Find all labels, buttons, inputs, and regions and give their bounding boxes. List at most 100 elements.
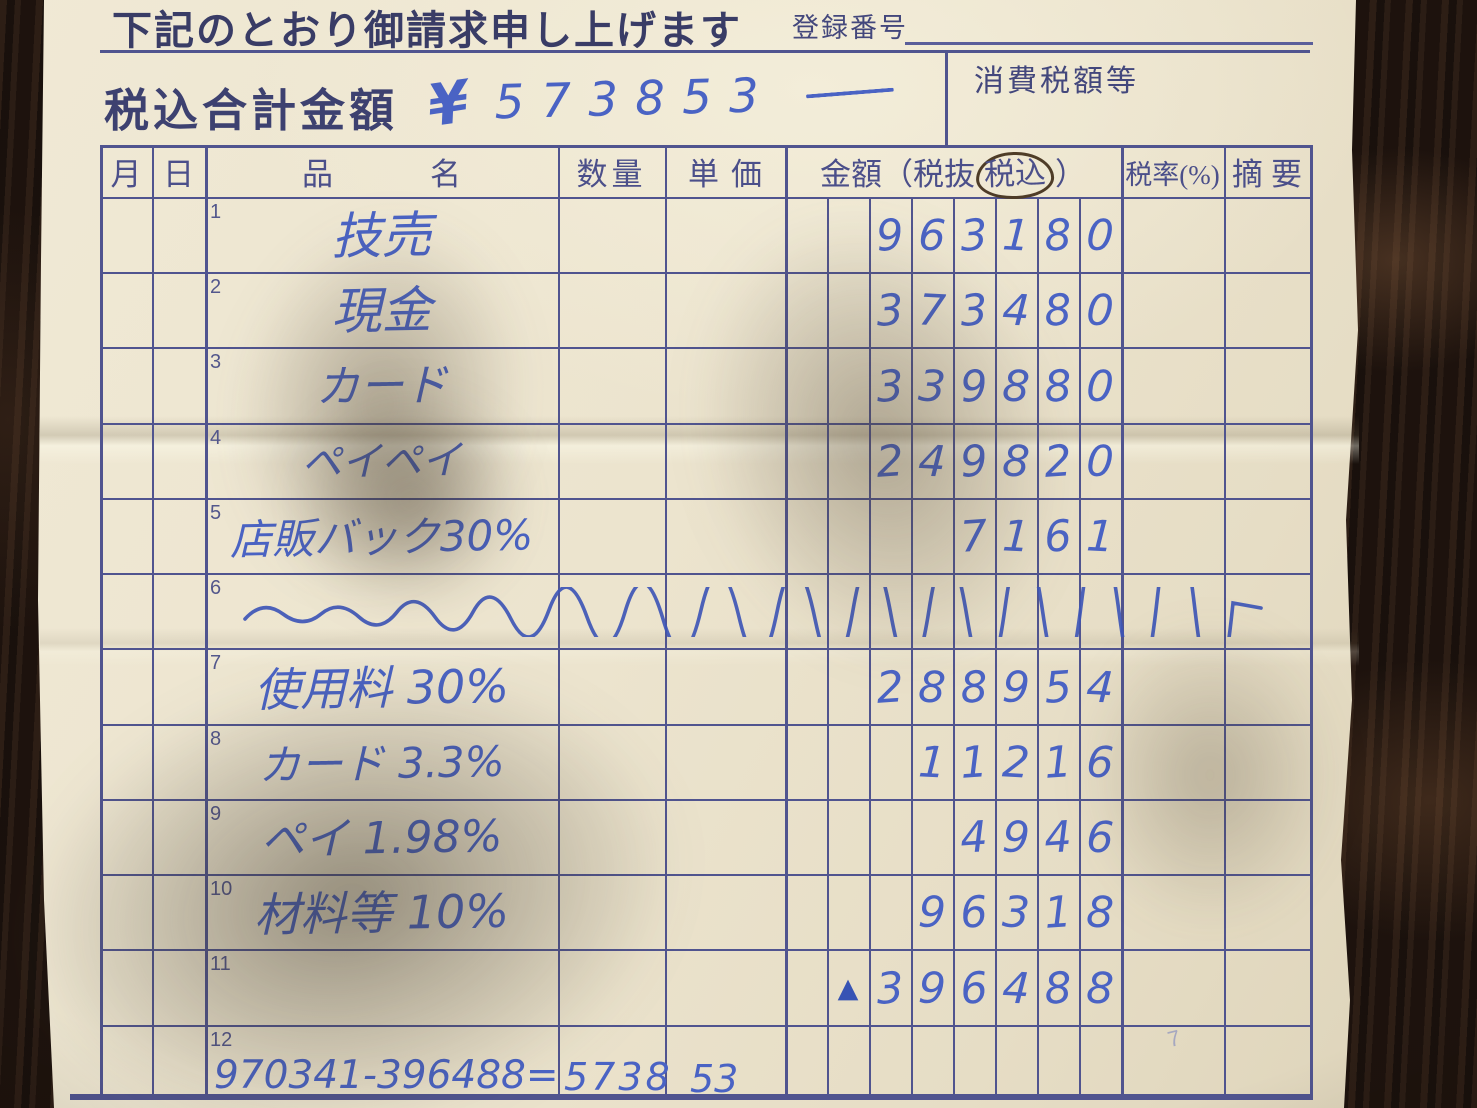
amount-digit: 4 [1085,662,1115,714]
item-name: カード [315,359,448,414]
amount-digit: 8 [1001,436,1031,488]
column-header-amount: 金額（税抜 税込 ） [787,150,1119,200]
amount-digit: 8 [1042,963,1074,1015]
amount-digit: 6 [917,210,947,262]
header-sentence: 下記のとおり御請求申し上げます [112,8,742,53]
amount-digit [783,806,829,872]
amount-digit: 3 [874,361,906,413]
amount-digit: 0 [1085,285,1115,337]
item-name: 現金 [330,281,432,341]
amount-digit [783,956,829,1023]
amount-digit [867,505,913,571]
amount-digit: 7 [958,511,990,563]
amount-digit [825,430,870,495]
amount-digit [825,279,870,344]
total-amount-handwritten: ¥ 573853 [423,58,894,140]
amount-digit: 3 [874,963,906,1015]
column-header-day: 日 [163,157,194,192]
amount-digit: 6 [1085,812,1115,864]
amount-digit: 4 [1001,285,1031,337]
amount-digit: 9 [917,963,947,1015]
row-number: 12 [210,1029,233,1051]
amount-digit: 6 [958,887,990,939]
amount-digit: 1 [958,737,990,789]
amount-digit: 4 [1001,963,1031,1015]
grid-hline [100,573,1310,575]
amount-digit [825,505,870,570]
amount-digit: 8 [1001,361,1031,413]
grid-hline [100,949,1310,951]
grid-vline [1310,145,1313,1097]
amount-digit: 0 [1085,361,1115,413]
bottom-calculation: 970341-396488= [214,1053,559,1098]
item-name: ペイペイ [301,437,462,487]
negative-triangle-marker: ▲ [837,973,859,1004]
amount-digit: 4 [1042,812,1074,864]
amount-digit: 8 [1042,285,1074,337]
amount-digit [783,204,829,270]
grid-vline [100,145,103,1097]
item-name: 店販バック30% [229,510,534,565]
grid-hline [100,799,1310,801]
cancellation-wavy-line [243,520,1265,696]
amount-digit: 4 [917,436,947,488]
grid-hline [100,347,1310,349]
amount-digit [825,731,870,796]
amount-digit: 1 [1042,737,1074,789]
amount-digit: 1 [1001,210,1031,262]
amount-digit: 9 [1001,662,1031,714]
column-header-item-char-right: 名 [430,157,461,192]
amount-digit: 3 [1001,887,1031,939]
amount-digit [783,655,829,722]
grid-hline [100,498,1310,500]
amount-digit [783,430,829,496]
amount-digit: 3 [958,210,990,262]
amount-digit [825,354,870,420]
grid-hline [100,145,1310,148]
amount-digit: 1 [1085,511,1115,563]
grid-hline [100,272,1310,274]
amount-digit [783,731,829,797]
consumption-tax-box-label: 消費税額等 [974,65,1139,98]
amount-digit: 1 [1001,511,1031,563]
grid-vline [1121,145,1124,1097]
amount-digit: 6 [958,963,990,1015]
amount-header-prefix: 金額（税抜 [820,157,975,192]
amount-digit [783,881,829,947]
amount-digit: 8 [1042,361,1074,413]
column-header-month: 月 [110,157,142,192]
item-name: カード 3.3% [258,736,505,791]
amount-digit: 4 [958,812,990,864]
grid-vline [1224,145,1226,1097]
amount-digit: 1 [917,737,947,789]
amount-digit: 8 [917,662,947,714]
total-amount-digits: 573853 [493,67,777,130]
grid-vline [152,145,154,1097]
row-number: 11 [210,953,231,975]
grid-vline [945,50,948,145]
row-number: 3 [210,351,222,373]
amount-digit [909,806,954,871]
amount-digit: 2 [1042,436,1074,488]
grid-hline [100,423,1310,425]
total-amount-label: 税込合計金額 [104,86,399,136]
amount-digit: 3 [917,361,947,413]
amount-digit: 8 [1085,887,1115,939]
bottom-calculation-result-qty: 5738 [564,1055,673,1099]
amount-header-suffix: ） [1055,157,1086,192]
amount-digit [867,881,913,947]
grid-hline [100,648,1310,650]
amount-digit [909,505,954,570]
registration-number-blank-line [905,42,1313,45]
amount-digit: 9 [874,210,906,262]
bottom-calculation-result-rest: 53 [690,1057,739,1101]
amount-digit: 5 [1042,662,1074,714]
yen-sign: ¥ [423,66,474,141]
item-name: 材料等 10% [253,883,510,943]
